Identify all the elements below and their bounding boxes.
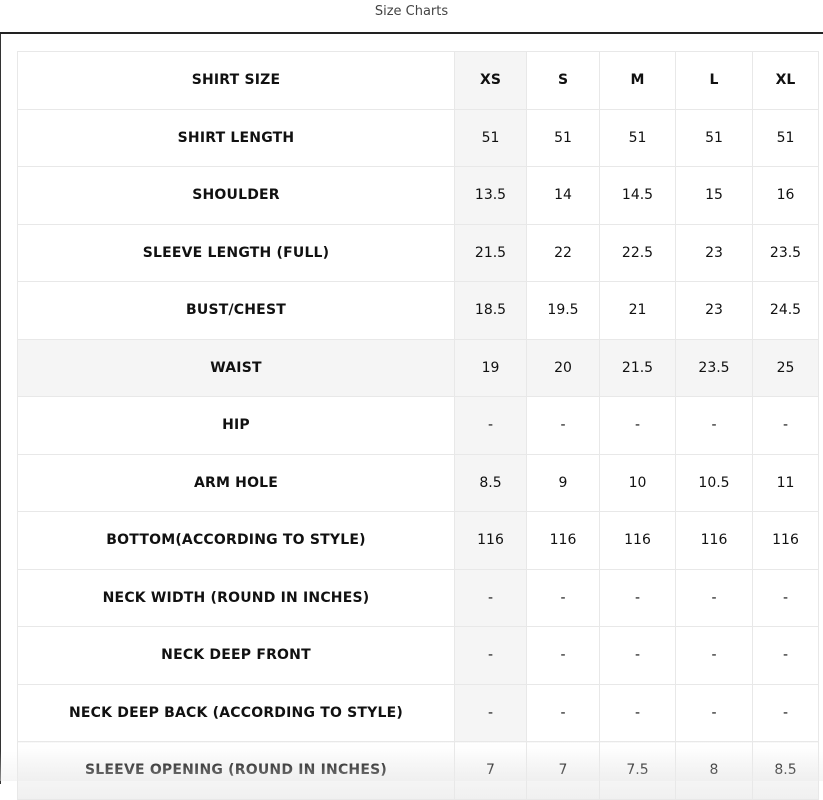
table-cell: 51 xyxy=(675,108,753,167)
row-label: SLEEVE OPENING (ROUND IN INCHES) xyxy=(17,741,455,800)
column-header: XL xyxy=(752,51,819,110)
table-cell: - xyxy=(752,683,819,742)
table-cell: - xyxy=(454,568,527,627)
row-label: WAIST xyxy=(17,338,455,397)
table-cell: 23 xyxy=(675,223,753,282)
table-cell: - xyxy=(526,626,600,685)
table-row: WAIST 19 20 21.5 23.5 25 xyxy=(17,338,819,397)
table-cell: 22.5 xyxy=(599,223,676,282)
table-cell: 24.5 xyxy=(752,281,819,340)
column-header: L xyxy=(675,51,753,110)
dialog-header: Size Charts xyxy=(0,0,823,34)
table-cell: - xyxy=(526,683,600,742)
table-cell: 51 xyxy=(752,108,819,167)
table-cell: 7 xyxy=(454,741,527,800)
table-cell: 10.5 xyxy=(675,453,753,512)
table-row: SLEEVE OPENING (ROUND IN INCHES) 7 7 7.5 8 8.… xyxy=(17,741,819,800)
table-cell: 23 xyxy=(675,281,753,340)
table-cell: - xyxy=(526,396,600,455)
table-cell: 14 xyxy=(526,166,600,225)
table-cell: 11 xyxy=(752,453,819,512)
table-cell: 18.5 xyxy=(454,281,527,340)
row-label: SHOULDER xyxy=(17,166,455,225)
table-cell: 116 xyxy=(526,511,600,570)
table-cell: 19 xyxy=(454,338,527,397)
table-cell: - xyxy=(752,568,819,627)
table-header-row: SHIRT SIZE XS S M L XL xyxy=(17,51,819,110)
column-header: SHIRT SIZE xyxy=(17,51,455,110)
table-cell: - xyxy=(599,683,676,742)
table-cell: 16 xyxy=(752,166,819,225)
table-cell: 15 xyxy=(675,166,753,225)
table-cell: 9 xyxy=(526,453,600,512)
table-row: SLEEVE LENGTH (FULL) 21.5 22 22.5 23 23.5 xyxy=(17,223,819,282)
page-title: Size Charts xyxy=(374,4,449,19)
divider xyxy=(0,34,1,784)
table-row: SHOULDER 13.5 14 14.5 15 16 xyxy=(17,166,819,225)
table-row: ARM HOLE 8.5 9 10 10.5 11 xyxy=(17,453,819,512)
table-cell: 116 xyxy=(675,511,753,570)
table-cell: - xyxy=(454,683,527,742)
table-cell: 25 xyxy=(752,338,819,397)
table-cell: - xyxy=(752,626,819,685)
table-cell: 19.5 xyxy=(526,281,600,340)
table-row: SHIRT LENGTH 51 51 51 51 51 xyxy=(17,108,819,167)
row-label: BUST/CHEST xyxy=(17,281,455,340)
table-cell: 116 xyxy=(454,511,527,570)
row-label: NECK WIDTH (ROUND IN INCHES) xyxy=(17,568,455,627)
row-label: ARM HOLE xyxy=(17,453,455,512)
table-cell: 14.5 xyxy=(599,166,676,225)
table-cell: 116 xyxy=(752,511,819,570)
table-cell: 51 xyxy=(599,108,676,167)
table-row: BOTTOM(ACCORDING TO STYLE) 116 116 116 116 11… xyxy=(17,511,819,570)
table-cell: - xyxy=(454,396,527,455)
table-cell: 51 xyxy=(454,108,527,167)
table-cell: - xyxy=(752,396,819,455)
table-cell: 116 xyxy=(599,511,676,570)
row-label: NECK DEEP FRONT xyxy=(17,626,455,685)
row-label: BOTTOM(ACCORDING TO STYLE) xyxy=(17,511,455,570)
table-cell: - xyxy=(599,626,676,685)
table-cell: - xyxy=(675,568,753,627)
column-header: XS xyxy=(454,51,527,110)
table-cell: 21.5 xyxy=(599,338,676,397)
size-chart-table: SHIRT SIZE XS S M L XL SHIRT LENGTH 51 51 51 51 51 S… xyxy=(17,51,819,800)
table-cell: - xyxy=(675,683,753,742)
row-label: HIP xyxy=(17,396,455,455)
table-cell: - xyxy=(454,626,527,685)
table-cell: 23.5 xyxy=(675,338,753,397)
row-label: SLEEVE LENGTH (FULL) xyxy=(17,223,455,282)
table-cell: - xyxy=(599,568,676,627)
table-cell: 8.5 xyxy=(752,741,819,800)
table-row: BUST/CHEST 18.5 19.5 21 23 24.5 xyxy=(17,281,819,340)
table-cell: - xyxy=(599,396,676,455)
table-row: HIP - - - - - xyxy=(17,396,819,455)
column-header: M xyxy=(599,51,676,110)
column-header: S xyxy=(526,51,600,110)
table-cell: - xyxy=(526,568,600,627)
table-cell: 7 xyxy=(526,741,600,800)
table-cell: 22 xyxy=(526,223,600,282)
table-row: NECK DEEP FRONT - - - - - xyxy=(17,626,819,685)
table-cell: - xyxy=(675,626,753,685)
row-label: NECK DEEP BACK (ACCORDING TO STYLE) xyxy=(17,683,455,742)
table-cell: 8.5 xyxy=(454,453,527,512)
table-row: NECK DEEP BACK (ACCORDING TO STYLE) - - - - - xyxy=(17,683,819,742)
table-cell: 23.5 xyxy=(752,223,819,282)
table-cell: 10 xyxy=(599,453,676,512)
table-cell: 21 xyxy=(599,281,676,340)
table-cell: 21.5 xyxy=(454,223,527,282)
table-cell: 7.5 xyxy=(599,741,676,800)
table-cell: 20 xyxy=(526,338,600,397)
table-cell: 8 xyxy=(675,741,753,800)
row-label: SHIRT LENGTH xyxy=(17,108,455,167)
table-row: NECK WIDTH (ROUND IN INCHES) - - - - - xyxy=(17,568,819,627)
table-cell: - xyxy=(675,396,753,455)
table-cell: 51 xyxy=(526,108,600,167)
table-cell: 13.5 xyxy=(454,166,527,225)
